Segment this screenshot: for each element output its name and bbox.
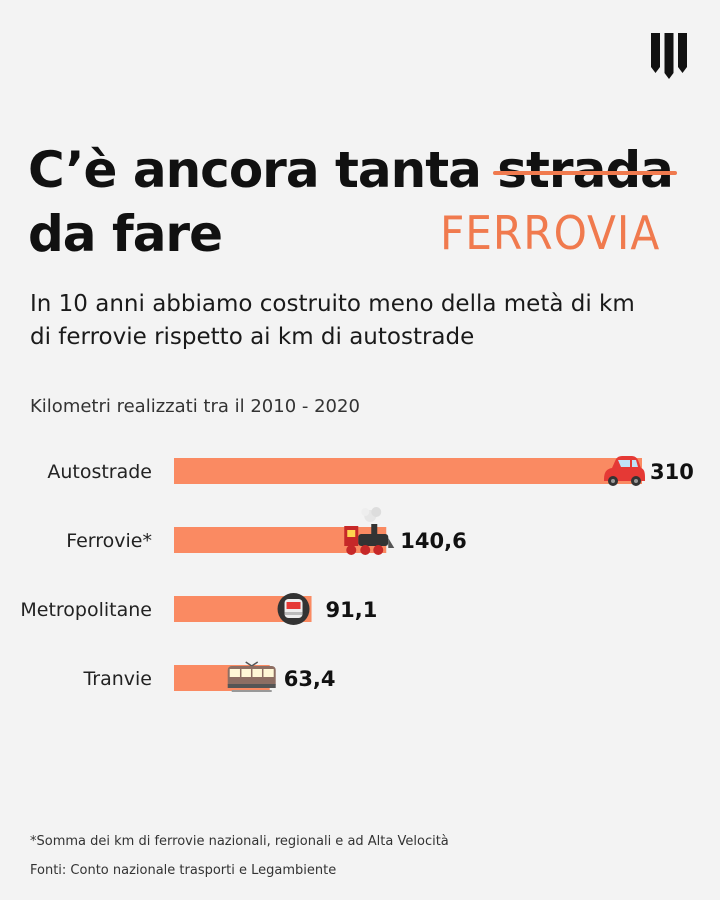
value-label: 310 — [650, 460, 694, 484]
category-label: Metropolitane — [20, 599, 152, 621]
metro-icon — [277, 593, 310, 625]
chart-caption: Kilometri realizzati tra il 2010 - 2020 — [30, 396, 360, 417]
locomotive-icon — [344, 507, 395, 555]
tram-icon — [227, 661, 276, 692]
title-part1: C’è ancora tanta — [28, 141, 498, 199]
bar — [174, 458, 642, 484]
value-label: 91,1 — [326, 598, 378, 622]
category-label: Autostrade — [47, 461, 152, 483]
category-label: Ferrovie* — [66, 530, 152, 552]
title-line2: da fare — [28, 205, 223, 263]
brand-logo-icon — [651, 33, 687, 79]
page-title: C’è ancora tanta strada da fare — [28, 138, 677, 266]
car-icon — [604, 456, 645, 486]
subtitle: In 10 anni abbiamo costruito meno della … — [30, 291, 635, 350]
value-label: 140,6 — [400, 529, 466, 553]
replacement-word: FERROVIA — [440, 206, 661, 260]
sources: Fonti: Conto nazionale trasporti e Legam… — [30, 863, 337, 878]
bar-chart: Autostrade 310 Ferrovie* 140,6 Metropolitane… — [20, 456, 694, 692]
footnote: *Somma dei km di ferrovie nazionali, reg… — [30, 834, 449, 849]
value-label: 63,4 — [284, 667, 336, 691]
category-label: Tranvie — [82, 668, 152, 690]
title-struck-word: strada — [493, 138, 677, 202]
